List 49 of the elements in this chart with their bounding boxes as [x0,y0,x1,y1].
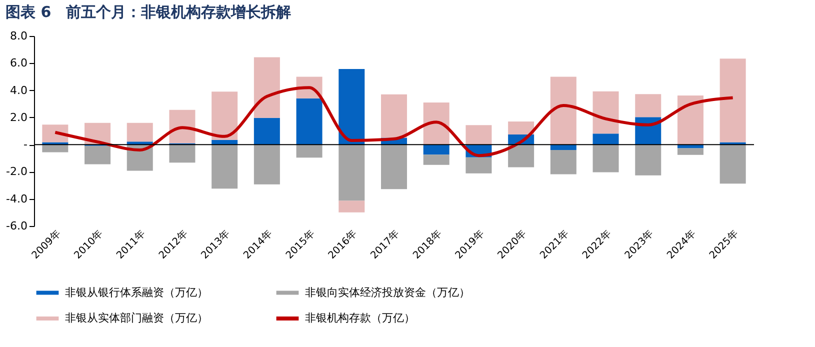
legend-label: 非银机构存款（万亿） [305,312,415,324]
legend-label: 非银向实体经济投放资金（万亿） [305,286,470,299]
bar [381,144,407,190]
bar [296,98,322,145]
bar [169,144,196,163]
legend-label: 非银从银行体系融资（万亿） [65,286,208,299]
y-tick-label: 4.0 [10,84,28,97]
y-tick-label: 2.0 [10,110,28,124]
bar [720,58,746,142]
bar [466,157,492,174]
y-tick-label: 8.0 [10,30,28,42]
bar [592,144,619,172]
bar [508,144,534,168]
bar [423,144,450,155]
bar [592,91,619,134]
bar [42,144,68,152]
bar [635,94,662,118]
bar [550,144,576,150]
y-tick-label: -4.0 [6,192,28,206]
bar [338,68,365,145]
bar [84,146,111,164]
bar [466,125,492,145]
bar [42,124,68,142]
bar [338,200,365,212]
bar [254,57,280,118]
y-tick-label: -2.0 [6,165,28,178]
bar [550,76,576,145]
y-tick-label: -6.0 [6,220,28,232]
bar [677,148,704,155]
legend-label: 非银从实体部门融资（万亿） [65,312,208,324]
line-series [54,86,734,158]
bar [508,122,534,135]
bar [126,122,153,142]
bar [381,94,407,138]
bar [592,134,619,145]
chart-title: 图表 6 前五个月：非银机构存款增长拆解 [6,3,292,21]
bar [254,144,280,184]
bar [338,144,365,201]
y-tick-label: - [24,138,28,152]
bar [212,92,238,140]
bar [550,150,576,174]
y-tick-label: 6.0 [10,56,28,70]
bar [677,95,704,145]
bar [720,144,746,184]
bar [212,144,238,189]
bar [635,144,662,176]
bar [423,154,450,165]
bar [254,118,280,145]
bar [296,144,322,158]
